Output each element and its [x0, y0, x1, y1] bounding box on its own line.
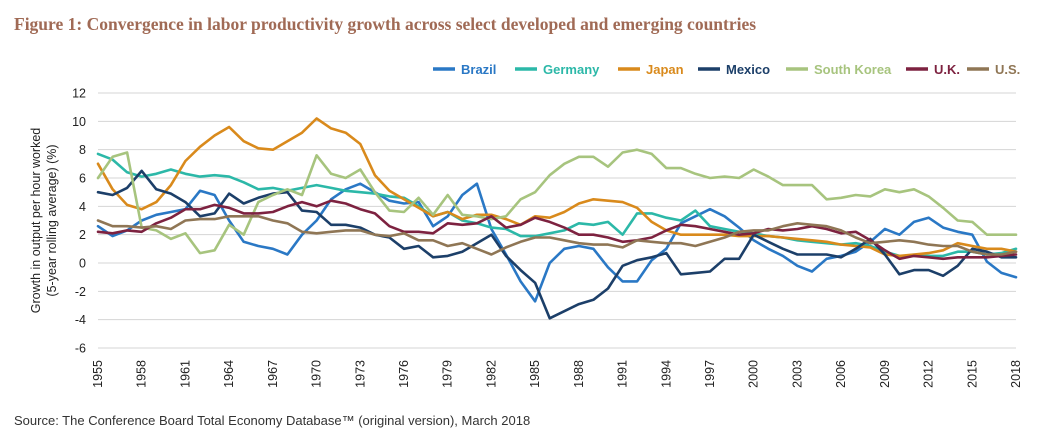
- x-tick-label: 1982: [484, 360, 498, 388]
- y-tick-label: -6: [75, 342, 86, 356]
- x-tick-label: 2012: [922, 360, 936, 388]
- x-tick-label: 1964: [222, 360, 236, 388]
- y-axis-label-line: (5-year rolling average) (%): [45, 144, 59, 296]
- legend: Brazil Germany Japan Mexico South Korea U.K. U…: [433, 62, 1020, 77]
- legend-label: Brazil: [461, 62, 496, 77]
- x-tick-label: 1985: [528, 360, 542, 388]
- y-tick-label: 10: [72, 115, 86, 129]
- source-note: Source: The Conference Board Total Econo…: [14, 413, 531, 428]
- chart-title: Figure 1: Convergence in labor productiv…: [14, 14, 757, 34]
- x-tick-label: 1991: [616, 360, 630, 388]
- x-tick-label: 2009: [878, 360, 892, 388]
- gridlines: [98, 92, 1016, 349]
- y-axis-label-line: Growth in output per hour worked: [29, 128, 43, 314]
- y-tick-label: 2: [79, 228, 86, 242]
- x-tick-label: 1961: [178, 360, 192, 388]
- y-tick-label: 6: [79, 172, 86, 186]
- legend-label: Japan: [646, 62, 684, 77]
- series-line-u-s: [96, 215, 1018, 256]
- x-tick-label: 1976: [397, 360, 411, 388]
- series-line-mexico: [96, 169, 1018, 320]
- x-tick-label: 2018: [1009, 360, 1023, 388]
- x-tick-label: 2000: [747, 360, 761, 388]
- x-tick-label: 1970: [310, 360, 324, 388]
- series-line-south-korea: [96, 148, 1018, 255]
- legend-label: U.K.: [934, 62, 960, 77]
- y-tick-label: 4: [79, 200, 86, 214]
- x-tick-label: 1979: [441, 360, 455, 388]
- x-tick-label: 1958: [135, 360, 149, 388]
- legend-label: U.S.: [995, 62, 1020, 77]
- x-tick-label: 1967: [266, 360, 280, 388]
- series-line-japan: [96, 117, 1018, 258]
- x-tick-label: 1997: [703, 360, 717, 388]
- x-tick-label: 1988: [572, 360, 586, 388]
- x-tick-label: 2015: [965, 360, 979, 388]
- x-tick-label: 1994: [659, 360, 673, 388]
- y-tick-label: -4: [75, 313, 86, 327]
- x-tick-label: 1955: [91, 360, 105, 388]
- legend-label: South Korea: [814, 62, 892, 77]
- series-line-u-k: [96, 199, 1018, 261]
- y-tick-label: 8: [79, 143, 86, 157]
- x-tick-label: 2006: [834, 360, 848, 388]
- legend-label: Mexico: [726, 62, 770, 77]
- x-tick-label: 2003: [790, 360, 804, 388]
- y-axis-ticks: -6 -4 -2 0 2 4 6 8 10 12: [72, 87, 86, 356]
- y-axis-label: Growth in output per hour worked (5-year …: [29, 128, 59, 314]
- series-lines: [96, 117, 1018, 320]
- x-axis-ticks: 1955 1958 1961 1964 1967 1970 1973 1976 1979 1982…: [91, 360, 1023, 388]
- y-tick-label: -2: [75, 285, 86, 299]
- x-tick-label: 1973: [353, 360, 367, 388]
- y-tick-label: 0: [79, 257, 86, 271]
- legend-label: Germany: [543, 62, 600, 77]
- y-tick-label: 12: [72, 87, 86, 101]
